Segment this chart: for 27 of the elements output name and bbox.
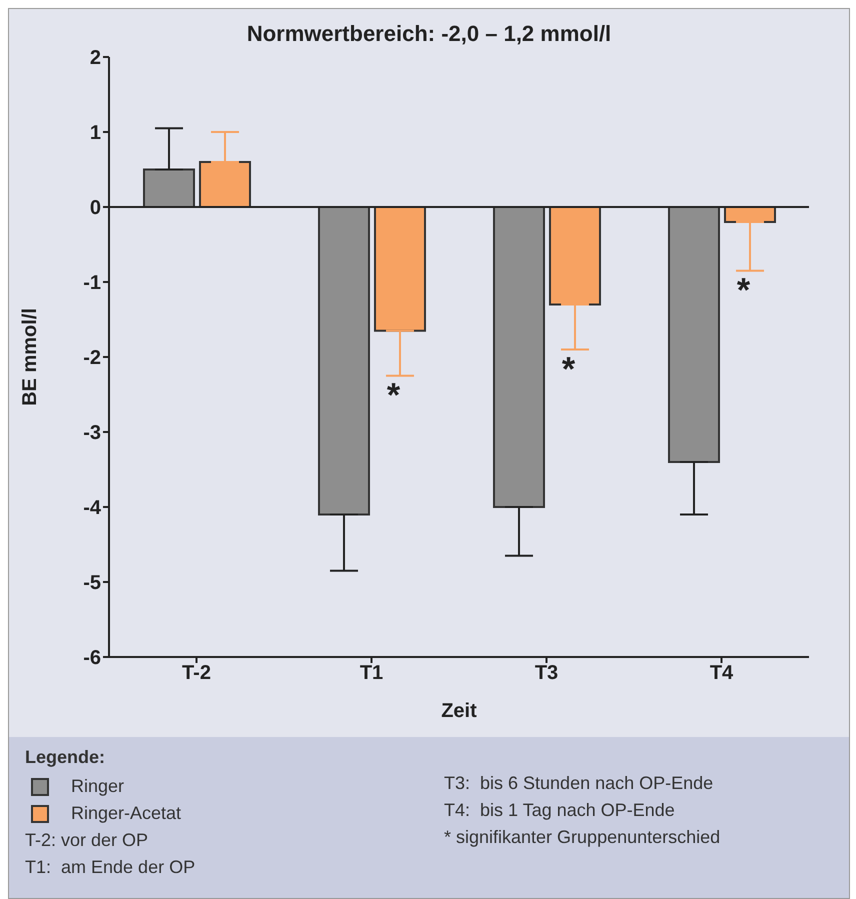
legend-label: Ringer-Acetat: [71, 803, 182, 824]
y-axis-title: BE mmol/l: [19, 308, 42, 406]
y-tick-label: -6: [83, 647, 101, 670]
annotation: *: [736, 272, 751, 310]
x-tick-label: T3: [534, 662, 558, 684]
annotation: *: [562, 350, 576, 388]
x-tick-label: T4: [710, 662, 734, 684]
y-tick-label: -4: [83, 497, 102, 520]
y-tick-label: -3: [83, 422, 101, 444]
x-tick-label: T1: [360, 662, 384, 684]
y-tick-label: 1: [90, 122, 101, 144]
chart-title: Normwertbereich: -2,0 – 1,2 mmol/l: [246, 20, 612, 47]
y-tick-label: -1: [83, 272, 101, 294]
text: T3: bis 6 Stunden nach OP-Ende: [444, 773, 714, 794]
legend-title: Legende:: [25, 747, 106, 768]
text: T4: bis 1 Tag nach OP-Ende: [444, 800, 676, 821]
y-tick-label: -5: [83, 572, 101, 594]
x-axis-title: Zeit: [441, 700, 478, 722]
text: * signifikanter Gruppenunterschied: [444, 827, 722, 848]
text: T-2: vor der OP: [25, 830, 150, 851]
y-tick-label: -2: [83, 347, 101, 370]
annotation: *: [386, 376, 401, 415]
y-tick-label: 2: [90, 47, 101, 70]
x-tick-label: T-2: [182, 662, 211, 684]
text: T1: am Ende der OP: [25, 857, 196, 878]
y-tick-label: 0: [90, 197, 101, 220]
legend-label: Ringer: [71, 776, 124, 797]
